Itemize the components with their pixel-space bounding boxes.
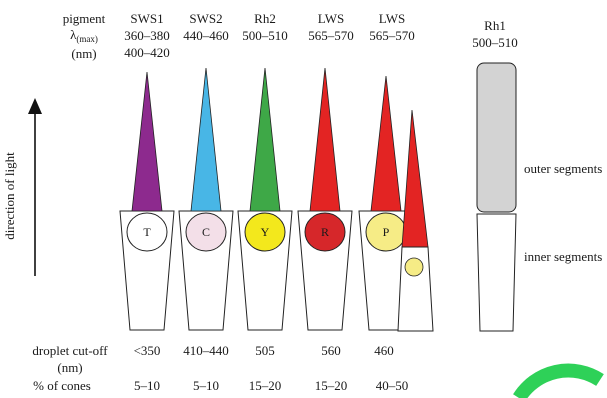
cone-outer-segment [370,75,402,212]
oil-droplet [126,212,168,252]
cutoff-value: 505 [255,343,275,358]
double-cone-accessory [397,109,434,332]
cone-outer-segment [249,67,281,212]
double-cone-oil-droplet [404,257,424,277]
cutoff-value: 560 [321,343,341,358]
cone-cell: R [297,67,353,331]
lambda-range: 565–570 [369,28,415,43]
rod-outer-segment [476,62,517,213]
cutoff-row-unit: (nm) [57,360,82,375]
rod-inner-segment [476,213,517,332]
rod-pigment-heading: Rh1 [484,18,506,33]
light-arrow-head [28,98,42,114]
droplet-letter: C [202,225,210,239]
corner-logo-ring [513,363,604,398]
pigment-heading: LWS [318,11,344,26]
percent-value: 5–10 [134,378,160,393]
cone-cell: T [119,71,175,331]
lambda-range: 360–380 [124,28,170,43]
oil-droplet [304,212,346,252]
percent-value: 15–20 [249,378,282,393]
percent-value: 5–10 [193,378,219,393]
cutoff-value: <350 [134,343,161,358]
lambda-range: 500–510 [242,28,288,43]
rod-lambda-range: 500–510 [472,35,518,50]
lambda-range-second: 400–420 [124,45,170,60]
droplet-letter: Y [261,225,270,239]
lambda-subscript: (max) [76,34,98,44]
cutoff-value: 410–440 [183,343,229,358]
inner-segments-label: inner segments [524,249,602,264]
cone-outer-segment [131,71,163,212]
pigment-label: pigment [63,11,106,26]
cone-outer-segment [190,67,222,212]
oil-droplet [244,212,286,252]
cone-outer-segment [309,67,341,212]
pigment-heading: LWS [379,11,405,26]
droplet-letter: R [321,225,329,239]
row-values: <350 410–440 505 560 460 5–10 5–10 15–20… [134,343,409,393]
percent-value: 15–20 [315,378,348,393]
column-headings: SWS1 360–380 400–420 SWS2 440–460 Rh2 50… [124,11,518,60]
outer-segments-label: outer segments [524,161,602,176]
cone-cell: C [178,67,234,331]
cutoff-value: 460 [374,343,394,358]
droplet-letter: T [143,225,151,239]
lambda-range: 440–460 [183,28,229,43]
oil-droplet [185,212,227,252]
nm-label: (nm) [71,46,96,61]
direction-of-light-label: direction of light [2,152,17,240]
cone-cell: Y [237,67,293,331]
lambda-range: 565–570 [308,28,354,43]
percent-row-label: % of cones [33,378,91,393]
pigment-heading: SWS2 [189,11,222,26]
droplet-letter: P [383,225,390,239]
double-cone-outer-segment [401,109,429,248]
cutoff-row-label: droplet cut-off [32,343,108,358]
pigment-heading: SWS1 [130,11,163,26]
rod-cell [476,62,517,332]
pigment-heading: Rh2 [254,11,276,26]
lambda-symbol: λ [70,27,77,42]
percent-value: 40–50 [376,378,409,393]
lambda-max-label: λ(max) [70,27,98,44]
